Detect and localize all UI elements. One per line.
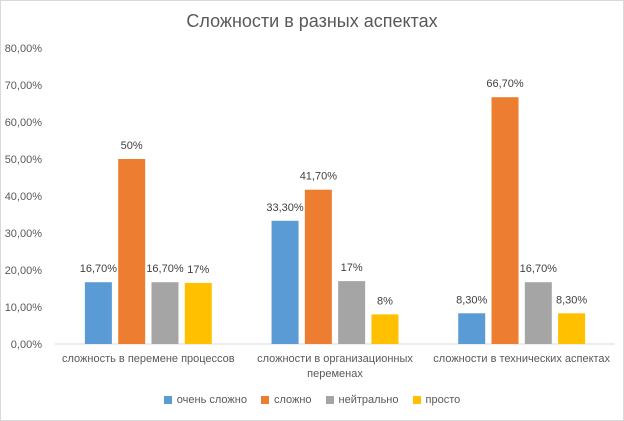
x-tick-label: сложность в перемене процессов	[62, 353, 235, 365]
bar	[151, 282, 179, 344]
y-tick-label: 70,00%	[5, 80, 43, 92]
data-label: 16,70%	[80, 263, 118, 275]
legend-swatch	[325, 396, 334, 404]
legend-label: просто	[425, 394, 461, 406]
x-tick-label: переменах	[307, 368, 363, 380]
y-tick-label: 0,00%	[11, 339, 42, 351]
bar	[458, 313, 486, 344]
data-label: 66,70%	[486, 78, 524, 90]
bar	[338, 281, 366, 344]
legend-label: очень сложно	[176, 394, 247, 406]
legend-item: сложно	[260, 394, 312, 406]
chart-title: Сложности в разных аспектах	[186, 11, 438, 31]
chart-legend: очень сложно сложно нейтрально просто	[0, 394, 624, 406]
y-tick-label: 50,00%	[5, 154, 43, 166]
legend-swatch	[163, 396, 172, 404]
y-tick-label: 20,00%	[5, 265, 43, 277]
data-label: 8,30%	[556, 294, 587, 306]
legend-item: нейтрально	[325, 394, 399, 406]
bar	[84, 282, 112, 344]
data-label: 17%	[187, 264, 209, 276]
legend-label: нейтрально	[338, 394, 399, 406]
bar	[491, 97, 519, 345]
y-tick-label: 30,00%	[5, 228, 43, 240]
data-label: 41,70%	[300, 171, 338, 183]
bar	[271, 220, 299, 344]
bar	[558, 313, 586, 344]
x-tick-label: сложности в организационных	[257, 353, 413, 365]
bar	[524, 282, 552, 344]
data-label: 16,70%	[146, 263, 184, 275]
legend-label: сложно	[273, 394, 312, 406]
data-label: 16,70%	[520, 263, 558, 275]
bar	[184, 282, 212, 344]
legend-item: просто	[412, 394, 461, 406]
legend-swatch	[260, 396, 269, 404]
data-label: 33,30%	[266, 202, 304, 214]
data-label: 50%	[121, 140, 143, 152]
y-tick-label: 60,00%	[5, 117, 43, 129]
y-tick-label: 80,00%	[5, 43, 43, 55]
data-label: 8%	[377, 295, 393, 307]
data-label: 8,30%	[456, 294, 487, 306]
bar	[118, 159, 146, 344]
legend-item: очень сложно	[163, 394, 247, 406]
bar	[371, 314, 399, 344]
y-tick-label: 40,00%	[5, 191, 43, 203]
bar	[304, 189, 332, 344]
x-tick-label: сложности в технических аспектах	[433, 353, 610, 365]
legend-swatch	[412, 396, 421, 404]
y-tick-label: 10,00%	[5, 302, 43, 314]
data-label: 17%	[341, 262, 363, 274]
